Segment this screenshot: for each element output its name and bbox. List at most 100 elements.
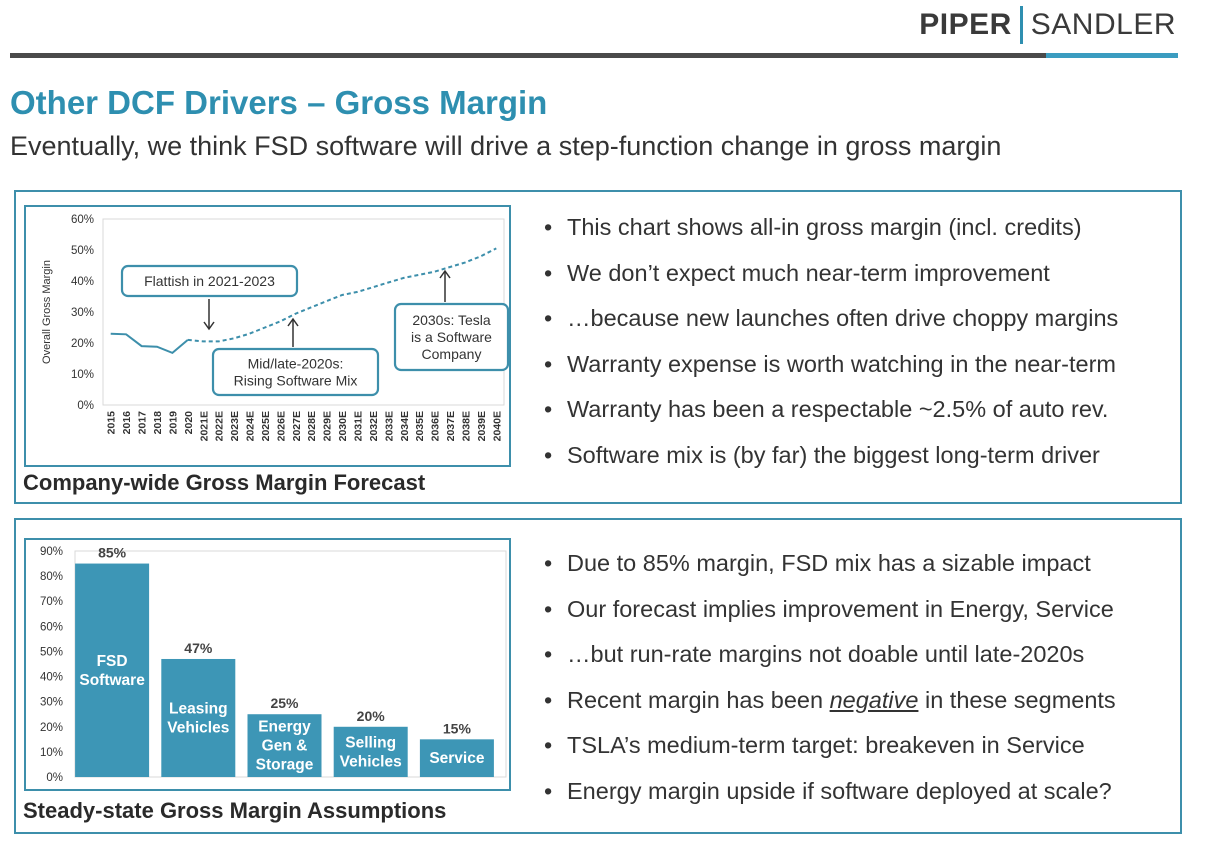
slide-title: Other DCF Drivers – Gross Margin — [10, 84, 548, 121]
bar-category-label: Vehicles — [167, 719, 229, 736]
brand-sandler: SANDLER — [1030, 8, 1176, 41]
y-tick-label: 70% — [40, 596, 63, 608]
annotation-text: 2030s: Tesla — [412, 312, 491, 328]
brand-logo: PIPER SANDLER — [919, 6, 1176, 44]
bullet-item: Warranty expense is worth watching in th… — [541, 351, 1118, 397]
bullet-item: This chart shows all-in gross margin (in… — [541, 214, 1118, 260]
annotation-box — [211, 347, 380, 397]
y-tick-label: 30% — [71, 307, 94, 319]
y-tick-label: 40% — [71, 276, 94, 288]
x-tick-label: 2018 — [152, 411, 164, 435]
bar-value-label: 20% — [357, 708, 386, 724]
bar-category-label: Gen & — [262, 738, 308, 755]
x-tick-label: 2036E — [430, 411, 442, 441]
y-tick-label: 60% — [40, 621, 63, 633]
x-tick-label: 2017 — [137, 411, 149, 435]
x-tick-label: 2016 — [121, 411, 133, 435]
bar — [333, 726, 408, 777]
y-tick-label: 30% — [40, 697, 63, 709]
bar-category-label: Storage — [256, 757, 314, 774]
historical-series-line — [110, 332, 189, 355]
assumptions-bullet-list: Due to 85% margin, FSD mix has a sizable… — [541, 550, 1116, 824]
y-tick-label: 20% — [71, 338, 94, 350]
bullet-item: Software mix is (by far) the biggest lon… — [541, 442, 1118, 488]
bar — [247, 714, 322, 777]
bar-value-label: 47% — [184, 640, 213, 656]
y-tick-label: 60% — [71, 214, 94, 226]
x-tick-label: 2022E — [214, 411, 226, 441]
bar-category-label: Selling — [345, 734, 396, 751]
y-tick-label: 50% — [71, 245, 94, 257]
y-tick-label: 80% — [40, 571, 63, 583]
bullet-item: We don’t expect much near-term improveme… — [541, 260, 1118, 306]
annotation-text: Rising Software Mix — [234, 373, 358, 389]
x-tick-label: 2034E — [399, 411, 411, 441]
bar-value-label: 15% — [443, 720, 472, 736]
bullet-item: Warranty has been a respectable ~2.5% of… — [541, 396, 1118, 442]
x-tick-label: 2023E — [229, 411, 241, 441]
y-axis-label: Overall Gross Margin — [41, 260, 53, 364]
x-tick-label: 2035E — [414, 411, 426, 441]
x-tick-label: 2019 — [167, 411, 179, 435]
x-tick-label: 2024E — [245, 411, 257, 441]
x-tick-label: 2040E — [491, 411, 503, 441]
x-tick-label: 2033E — [383, 411, 395, 441]
slide-subtitle: Eventually, we think FSD software will d… — [10, 131, 1002, 161]
y-tick-label: 10% — [40, 747, 63, 759]
bullet-item: Recent margin has been negative in these… — [541, 687, 1116, 733]
bar-category-label: FSD — [97, 653, 128, 670]
y-tick-label: 0% — [46, 772, 63, 784]
annotation-arrowhead — [203, 321, 215, 331]
line-chart-caption: Company-wide Gross Margin Forecast — [23, 470, 426, 495]
x-tick-label: 2029E — [322, 411, 334, 441]
bar-category-label: Software — [79, 672, 145, 689]
annotation-text: Mid/late-2020s: — [248, 356, 344, 372]
bullet-item: Energy margin upside if software deploye… — [541, 778, 1116, 824]
bar — [161, 658, 236, 777]
x-tick-label: 2020 — [183, 411, 195, 435]
bar-value-label: 85% — [98, 545, 127, 561]
annotation-arrowhead — [287, 317, 299, 327]
steady-state-bar-chart: 0% 10% 20% 30% 40% 50% 60% 70% 80% 90% 85% FSD Softw… — [40, 545, 507, 784]
bullet-item: TSLA’s medium-term target: breakeven in … — [541, 732, 1116, 778]
bar-category-label: Vehicles — [340, 753, 402, 770]
y-tick-label: 10% — [71, 369, 94, 381]
annotation-text: Flattish in 2021-2023 — [144, 273, 275, 289]
y-tick-label: 40% — [40, 672, 63, 684]
x-tick-label: 2025E — [260, 411, 272, 441]
y-tick-label: 20% — [40, 722, 63, 734]
forecast-bullet-list: This chart shows all-in gross margin (in… — [541, 214, 1118, 487]
forecast-series-line — [187, 247, 497, 343]
bar — [75, 563, 150, 777]
x-tick-label: 2015 — [106, 411, 118, 435]
gross-margin-forecast-panel: 0% 10% 20% 30% 40% 50% 60% Overall Gross Margin… — [14, 190, 1182, 504]
x-tick-label: 2031E — [352, 411, 364, 441]
y-tick-label: 0% — [77, 400, 94, 412]
bar-chart-caption: Steady-state Gross Margin Assumptions — [23, 798, 447, 823]
bar-category-label: Energy — [258, 719, 311, 736]
bar-value-label: 25% — [270, 695, 299, 711]
x-tick-label: 2038E — [460, 411, 472, 441]
x-tick-label: 2027E — [291, 411, 303, 441]
annotation-box — [120, 264, 299, 298]
y-tick-label: 50% — [40, 646, 63, 658]
annotation-text: is a Software — [411, 329, 492, 345]
bar-category-label: Leasing — [169, 700, 228, 717]
x-tick-label: 2039E — [476, 411, 488, 441]
bar-chart-frame: 0% 10% 20% 30% 40% 50% 60% 70% 80% 90% 85% FSD Softw… — [24, 538, 511, 791]
bullet-item: Our forecast implies improvement in Ener… — [541, 596, 1116, 642]
bar — [419, 739, 494, 777]
annotation-text: Company — [422, 346, 482, 362]
gross-margin-line-chart: 0% 10% 20% 30% 40% 50% 60% Overall Gross Margin… — [41, 214, 510, 441]
x-tick-label: 2026E — [275, 411, 287, 441]
x-tick-label: 2032E — [368, 411, 380, 441]
bullet-item: …because new launches often drive choppy… — [541, 305, 1118, 351]
steady-state-margin-panel: 0% 10% 20% 30% 40% 50% 60% 70% 80% 90% 85% FSD Softw… — [14, 518, 1182, 834]
brand-piper: PIPER — [919, 8, 1012, 41]
header-rule — [10, 53, 1046, 58]
bullet-item: Due to 85% margin, FSD mix has a sizable… — [541, 550, 1116, 596]
bullet-item: …but run-rate margins not doable until l… — [541, 641, 1116, 687]
annotation-box — [393, 302, 510, 372]
header-rule-accent — [1046, 53, 1178, 58]
annotation-arrowhead — [439, 269, 451, 279]
